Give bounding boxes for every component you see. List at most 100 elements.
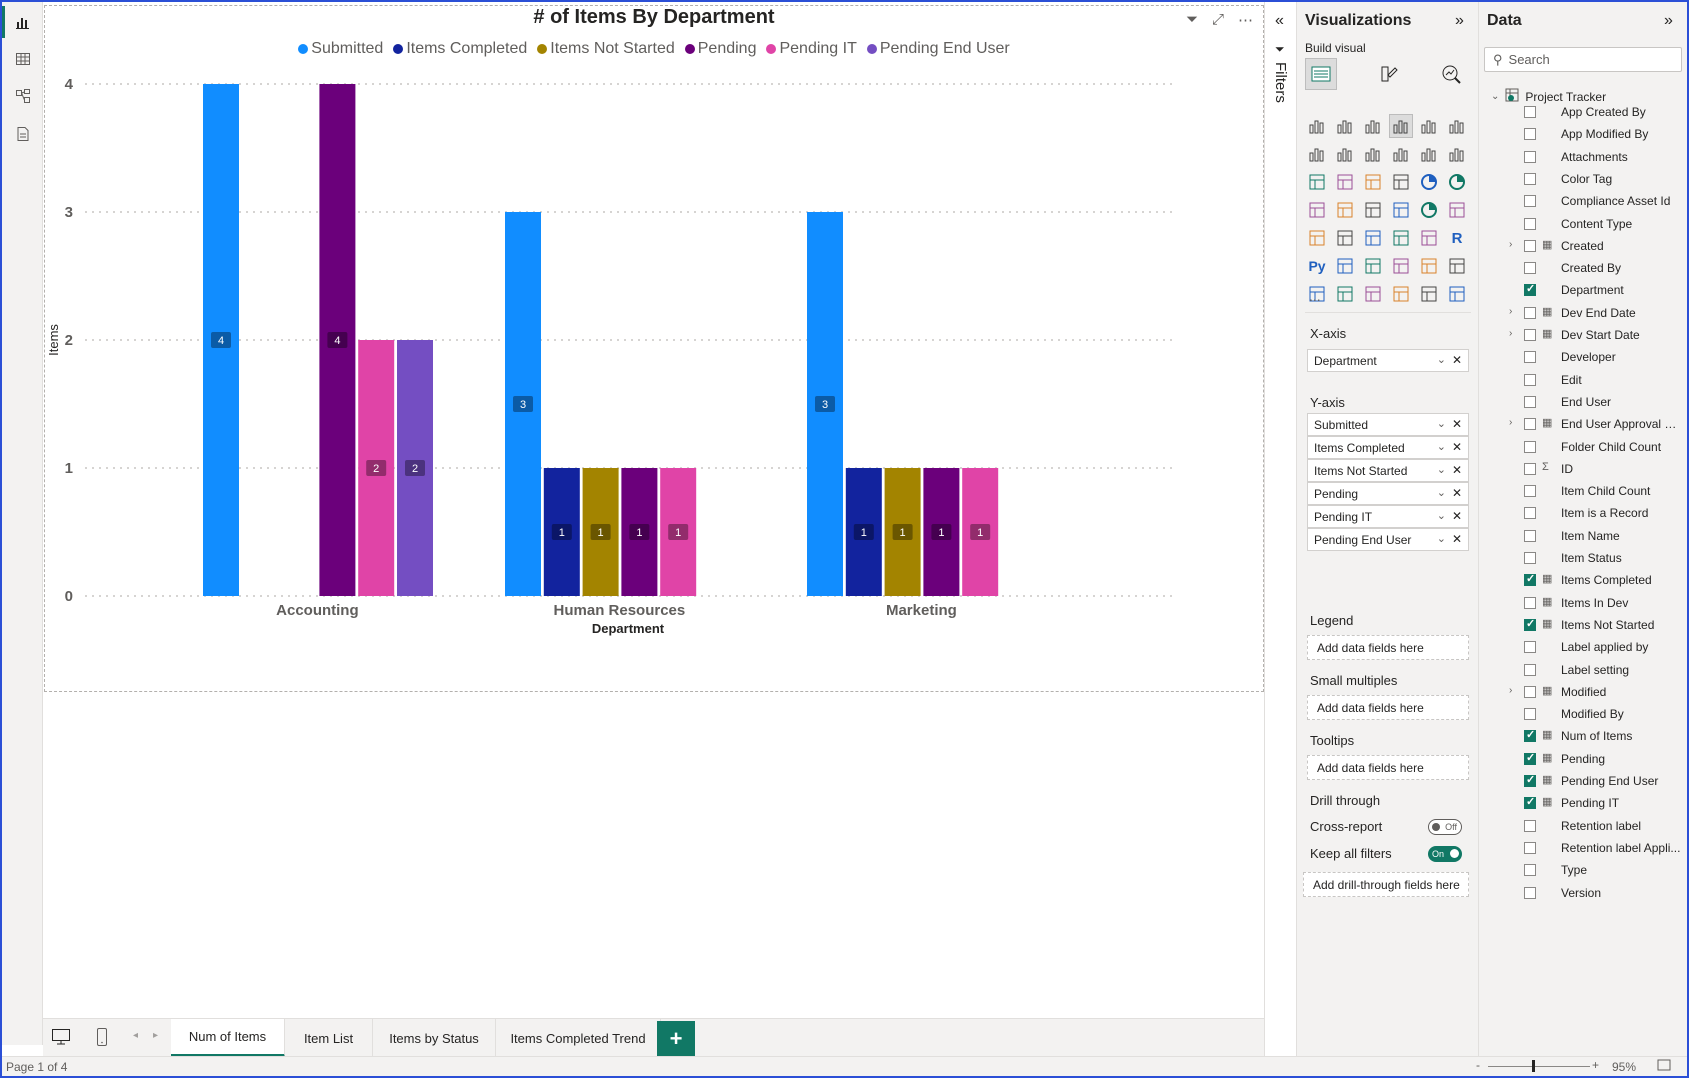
field-item[interactable]: ▦ Pending [1479, 749, 1687, 771]
remove-field-icon[interactable]: ✕ [1451, 353, 1462, 367]
legend-item[interactable]: Pending IT [766, 40, 857, 58]
line-icon[interactable] [1305, 142, 1329, 166]
field-checkbox[interactable] [1524, 886, 1536, 899]
tooltips-drop-zone[interactable]: Add data fields here [1307, 755, 1469, 780]
field-checkbox[interactable] [1524, 507, 1536, 520]
small-multiples-drop-zone[interactable]: Add data fields here [1307, 695, 1469, 720]
decomposition-tree-icon[interactable] [1361, 254, 1385, 278]
field-checkbox[interactable] [1524, 529, 1536, 542]
r-visual-icon[interactable]: R [1451, 229, 1463, 247]
field-checkbox[interactable] [1524, 663, 1536, 676]
power-bi-app-icon[interactable] [1417, 282, 1441, 306]
field-checkbox[interactable] [1524, 485, 1536, 498]
zoom-in-button[interactable]: + [1592, 1058, 1600, 1072]
build-visual-tab-icon[interactable] [1305, 58, 1337, 90]
field-item[interactable]: › ▦ Created [1479, 236, 1687, 258]
tab-items-by-status[interactable]: Items by Status [373, 1019, 496, 1057]
field-item[interactable]: Created By [1479, 258, 1687, 280]
kpi-icon[interactable] [1333, 226, 1357, 250]
slicer-icon[interactable] [1361, 226, 1385, 250]
multi-row-card-icon[interactable] [1305, 226, 1329, 250]
gauge-icon[interactable] [1417, 198, 1441, 222]
field-checkbox[interactable] [1524, 440, 1536, 453]
treemap-icon[interactable] [1305, 198, 1329, 222]
field-item[interactable]: Σ ID [1479, 459, 1687, 481]
field-checkbox[interactable] [1524, 596, 1536, 609]
chevron-down-icon[interactable]: ⌄ [1436, 354, 1446, 366]
bar[interactable] [505, 212, 541, 596]
remove-field-icon[interactable]: ✕ [1451, 509, 1462, 523]
x-axis-field-well[interactable]: Department ⌄ ✕ [1307, 349, 1469, 372]
bar[interactable] [962, 468, 999, 596]
field-checkbox[interactable] [1524, 106, 1536, 118]
bar[interactable] [845, 468, 882, 596]
field-checkbox[interactable] [1524, 282, 1536, 297]
line-stacked-column-icon[interactable] [1417, 142, 1441, 166]
expand-data-icon[interactable]: » [1664, 12, 1673, 29]
remove-field-icon[interactable]: ✕ [1451, 532, 1462, 546]
field-item[interactable]: App Created By [1479, 102, 1687, 124]
focus-mode-icon[interactable]: ⤢ [1211, 11, 1224, 28]
field-item[interactable]: Content Type [1479, 214, 1687, 236]
matrix-icon[interactable] [1417, 226, 1441, 250]
table-icon[interactable] [1389, 226, 1413, 250]
100-stacked-column-icon[interactable] [1445, 114, 1469, 138]
y-axis-field-well[interactable]: Submitted ⌄ ✕ [1307, 413, 1469, 436]
funnel-icon[interactable] [1361, 170, 1385, 194]
field-item[interactable]: App Modified By [1479, 124, 1687, 146]
field-checkbox[interactable] [1524, 685, 1536, 698]
field-item[interactable]: End User [1479, 392, 1687, 414]
waterfall-icon[interactable] [1333, 170, 1357, 194]
field-item[interactable]: › ▦ Modified [1479, 682, 1687, 704]
donut-icon[interactable] [1445, 170, 1469, 194]
search-field[interactable]: ⚲ Search [1484, 47, 1682, 72]
more-visuals-button[interactable]: ... [1309, 288, 1321, 304]
field-item[interactable]: Item is a Record [1479, 503, 1687, 525]
bar[interactable] [582, 468, 619, 596]
y-axis-field-well[interactable]: Pending ⌄ ✕ [1307, 482, 1469, 505]
field-checkbox[interactable] [1524, 462, 1536, 475]
y-axis-field-well[interactable]: Pending End User ⌄ ✕ [1307, 528, 1469, 551]
tab-items-completed-trend[interactable]: Items Completed Trend [496, 1019, 661, 1057]
chevron-right-icon[interactable]: › [1509, 684, 1513, 696]
card-icon[interactable] [1445, 198, 1469, 222]
remove-field-icon[interactable]: ✕ [1451, 463, 1462, 477]
legend-item[interactable]: Pending [684, 40, 756, 58]
legend-item[interactable]: Items Completed [393, 40, 527, 58]
qa-icon[interactable] [1389, 254, 1413, 278]
field-checkbox[interactable] [1524, 262, 1536, 275]
field-item[interactable]: Color Tag [1479, 169, 1687, 191]
field-checkbox[interactable] [1524, 708, 1536, 721]
scroll-right-icon[interactable]: ▸ [153, 1030, 159, 1041]
remove-field-icon[interactable]: ✕ [1451, 440, 1462, 454]
area-icon[interactable] [1333, 142, 1357, 166]
paginated-report-icon[interactable] [1305, 282, 1329, 306]
field-checkbox[interactable] [1524, 552, 1536, 564]
field-checkbox[interactable] [1524, 395, 1536, 408]
chevron-down-icon[interactable]: ⌄ [1436, 487, 1446, 499]
field-checkbox[interactable] [1524, 819, 1536, 832]
field-item[interactable]: ▦ Pending End User [1479, 771, 1687, 793]
field-checkbox[interactable] [1524, 572, 1536, 587]
field-checkbox[interactable] [1524, 306, 1536, 319]
zoom-slider[interactable] [1488, 1066, 1590, 1067]
chevron-down-icon[interactable]: ⌄ [1491, 91, 1500, 102]
power-automate-icon[interactable] [1361, 282, 1385, 306]
field-item[interactable]: Folder Child Count [1479, 437, 1687, 459]
field-item[interactable]: Item Status [1479, 548, 1687, 570]
key-influencers-icon[interactable] [1333, 254, 1357, 278]
desktop-layout-icon[interactable] [51, 1028, 71, 1051]
field-item[interactable]: ▦ Pending IT [1479, 793, 1687, 815]
azure-map-icon[interactable] [1389, 198, 1413, 222]
field-item[interactable]: Label applied by [1479, 637, 1687, 659]
bar[interactable] [397, 340, 433, 596]
python-visual-icon[interactable]: Py [1308, 258, 1326, 274]
field-checkbox[interactable] [1524, 864, 1536, 877]
arcgis-map-icon[interactable] [1389, 282, 1413, 306]
chevron-down-icon[interactable]: ⌄ [1436, 418, 1446, 430]
metrics-icon[interactable] [1445, 254, 1469, 278]
field-item[interactable]: Retention label Appli... [1479, 838, 1687, 860]
tab-item-list[interactable]: Item List [285, 1019, 373, 1057]
dax-query-view-icon[interactable] [13, 124, 33, 144]
cross-report-toggle[interactable]: Off [1428, 819, 1462, 835]
